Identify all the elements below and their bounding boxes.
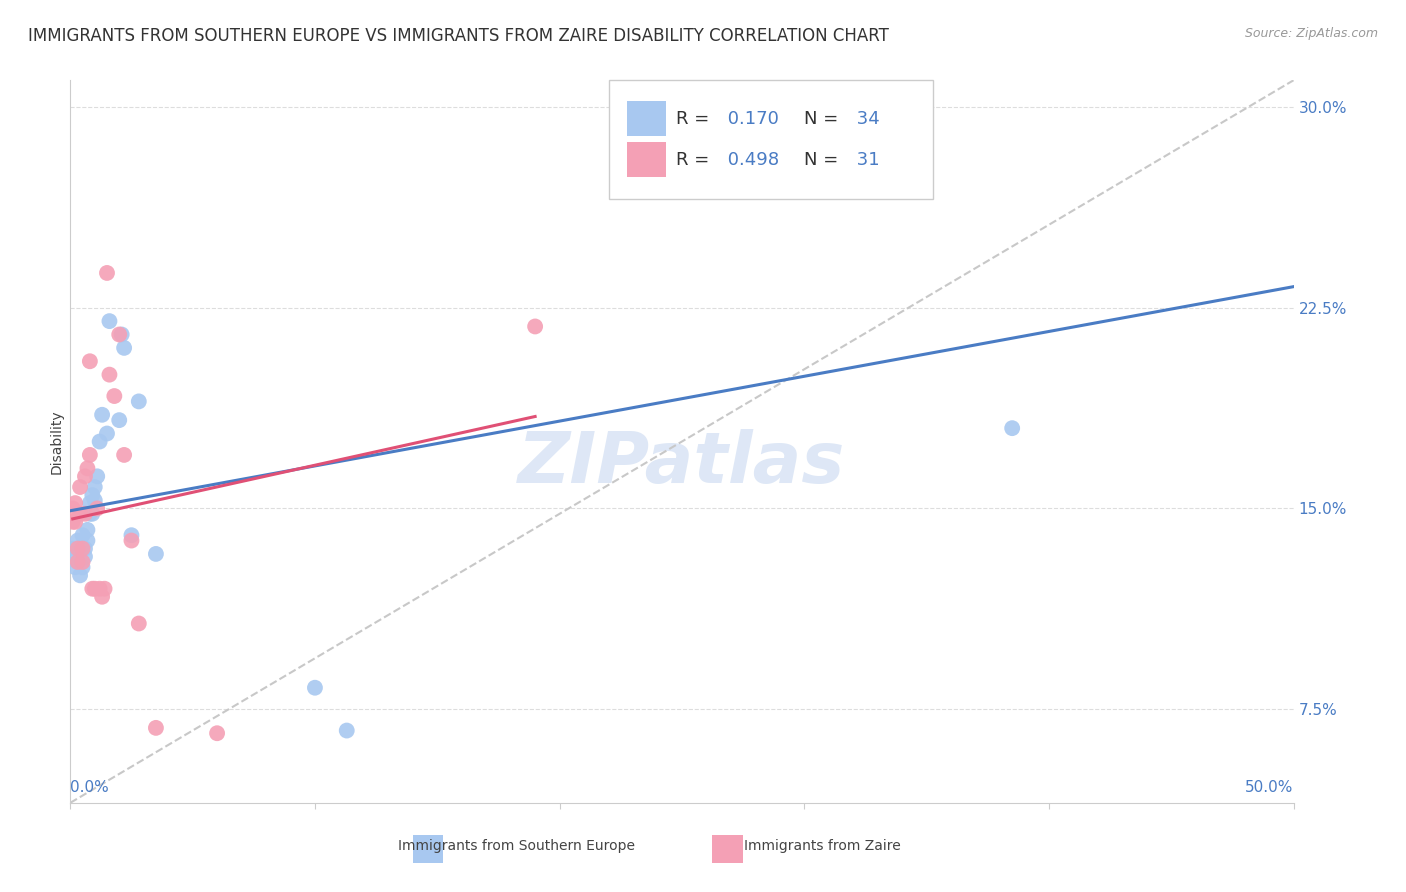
Point bbox=[145, 547, 167, 561]
Point bbox=[98, 314, 121, 328]
Text: R =: R = bbox=[676, 110, 709, 128]
Point bbox=[73, 541, 96, 556]
Point bbox=[73, 549, 96, 564]
Text: Source: ZipAtlas.com: Source: ZipAtlas.com bbox=[1244, 27, 1378, 40]
Point bbox=[145, 721, 167, 735]
Text: N =: N = bbox=[804, 110, 838, 128]
Point bbox=[83, 582, 105, 596]
Text: ZIPatlas: ZIPatlas bbox=[519, 429, 845, 498]
Point bbox=[76, 533, 98, 548]
Point bbox=[62, 515, 84, 529]
Point bbox=[62, 541, 84, 556]
Point bbox=[66, 533, 89, 548]
Point bbox=[86, 501, 108, 516]
FancyBboxPatch shape bbox=[609, 80, 932, 200]
Point bbox=[108, 327, 131, 342]
Point bbox=[79, 354, 101, 368]
Point bbox=[69, 541, 91, 556]
FancyBboxPatch shape bbox=[713, 835, 744, 863]
Point bbox=[76, 461, 98, 475]
Text: Immigrants from Zaire: Immigrants from Zaire bbox=[744, 839, 901, 854]
FancyBboxPatch shape bbox=[413, 835, 443, 863]
FancyBboxPatch shape bbox=[627, 143, 666, 178]
Point bbox=[73, 507, 96, 521]
Point bbox=[83, 480, 105, 494]
Point bbox=[66, 555, 89, 569]
Point bbox=[111, 327, 134, 342]
Point bbox=[96, 266, 118, 280]
Point bbox=[69, 480, 91, 494]
Text: Immigrants from Southern Europe: Immigrants from Southern Europe bbox=[398, 839, 636, 854]
Point bbox=[79, 507, 101, 521]
Point bbox=[72, 560, 94, 574]
Point bbox=[128, 616, 150, 631]
Point bbox=[72, 528, 94, 542]
Point bbox=[304, 681, 326, 695]
Point bbox=[96, 426, 118, 441]
Point bbox=[108, 413, 131, 427]
Point bbox=[72, 555, 94, 569]
Point bbox=[205, 726, 228, 740]
Point bbox=[112, 448, 135, 462]
Point bbox=[89, 434, 111, 449]
Point bbox=[69, 568, 91, 582]
FancyBboxPatch shape bbox=[627, 101, 666, 136]
Point bbox=[66, 541, 89, 556]
Point bbox=[69, 507, 91, 521]
Point bbox=[66, 555, 89, 569]
Point bbox=[63, 549, 86, 564]
Point bbox=[121, 528, 143, 542]
Point bbox=[79, 448, 101, 462]
Point bbox=[73, 469, 96, 483]
Y-axis label: Disability: Disability bbox=[49, 409, 63, 474]
Point bbox=[720, 105, 742, 120]
Text: 0.0%: 0.0% bbox=[70, 780, 110, 795]
Text: R =: R = bbox=[676, 151, 709, 169]
Text: 0.170: 0.170 bbox=[723, 110, 779, 128]
Point bbox=[63, 560, 86, 574]
Point bbox=[82, 582, 104, 596]
Point bbox=[82, 488, 104, 502]
Text: 34: 34 bbox=[851, 110, 880, 128]
Point bbox=[103, 389, 125, 403]
Point bbox=[1001, 421, 1024, 435]
Text: IMMIGRANTS FROM SOUTHERN EUROPE VS IMMIGRANTS FROM ZAIRE DISABILITY CORRELATION : IMMIGRANTS FROM SOUTHERN EUROPE VS IMMIG… bbox=[28, 27, 889, 45]
Point bbox=[62, 501, 84, 516]
Point bbox=[98, 368, 121, 382]
Point bbox=[121, 533, 143, 548]
Point bbox=[112, 341, 135, 355]
Text: 0.498: 0.498 bbox=[723, 151, 779, 169]
Text: 31: 31 bbox=[851, 151, 879, 169]
Point bbox=[86, 469, 108, 483]
Point bbox=[63, 496, 86, 510]
Point bbox=[89, 582, 111, 596]
Point bbox=[128, 394, 150, 409]
Point bbox=[82, 507, 104, 521]
Point bbox=[524, 319, 547, 334]
Text: N =: N = bbox=[804, 151, 838, 169]
Point bbox=[72, 541, 94, 556]
Point bbox=[336, 723, 359, 738]
Point bbox=[91, 408, 114, 422]
Point bbox=[63, 515, 86, 529]
Point bbox=[79, 496, 101, 510]
Point bbox=[83, 493, 105, 508]
Point bbox=[76, 523, 98, 537]
Point bbox=[91, 590, 114, 604]
Point bbox=[93, 582, 115, 596]
Text: 50.0%: 50.0% bbox=[1246, 780, 1294, 795]
